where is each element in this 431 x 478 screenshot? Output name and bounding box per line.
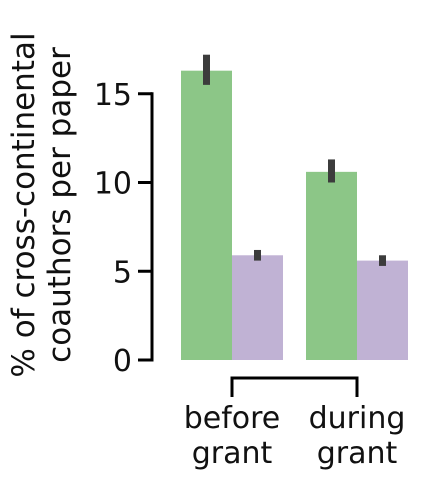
- x-category-label: grant: [192, 436, 273, 471]
- bar: [306, 171, 357, 360]
- y-axis: 0 5 10 15: [94, 78, 154, 379]
- y-tick-label: 10: [94, 167, 132, 202]
- error-bars: [203, 54, 386, 266]
- category-bracket: [230, 376, 359, 397]
- bar: [232, 255, 283, 360]
- bar: [181, 70, 232, 361]
- bracket-line: [230, 376, 359, 397]
- x-category-label: during: [309, 401, 406, 436]
- y-axis-title-line: % of cross-continental: [6, 32, 42, 377]
- x-category-label: before: [184, 401, 281, 436]
- y-axis-title: % of cross-continental coauthors per pape…: [6, 32, 78, 377]
- y-tick-label: 5: [113, 255, 132, 290]
- y-tick-label: 15: [94, 78, 132, 113]
- x-category-label: grant: [317, 436, 398, 471]
- y-axis-title-line: coauthors per paper: [42, 47, 78, 363]
- bar: [357, 260, 408, 360]
- y-tick-label: 0: [113, 344, 132, 379]
- bars: [181, 70, 408, 361]
